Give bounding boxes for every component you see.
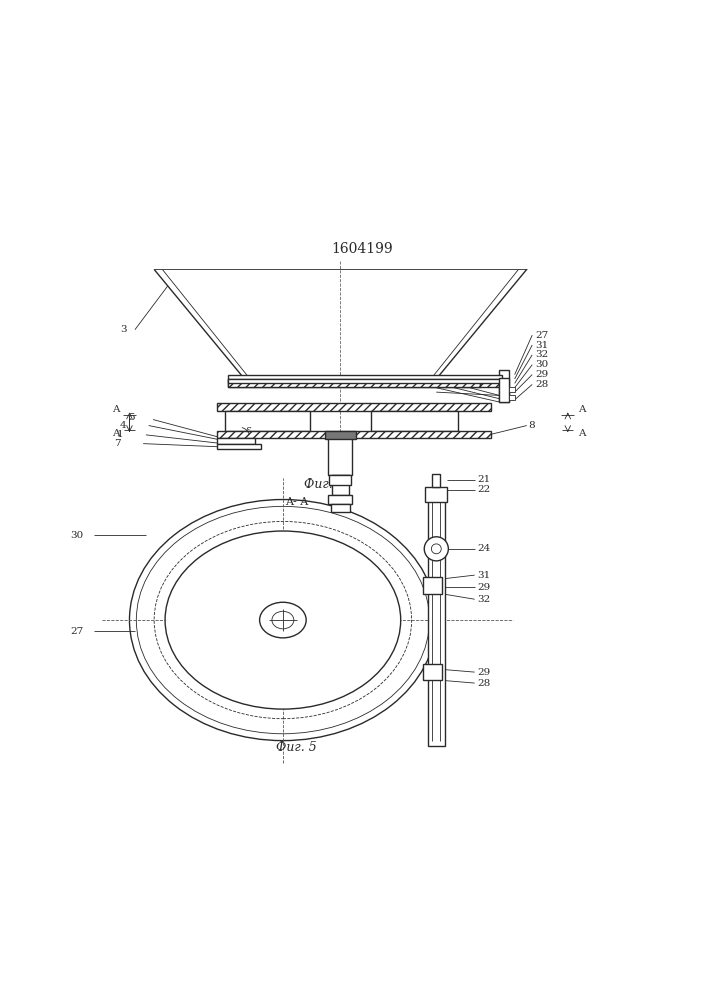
Text: 28: 28 (477, 679, 490, 688)
Bar (428, 494, 445, 746)
Text: 5: 5 (128, 413, 134, 422)
Bar (499, 370, 509, 402)
Ellipse shape (129, 500, 436, 741)
Bar (228, 375, 502, 379)
Bar (370, 411, 458, 431)
Bar (423, 577, 442, 594)
Bar (228, 379, 480, 387)
Text: Фиг. 5: Фиг. 5 (276, 741, 317, 754)
Bar (328, 438, 353, 475)
Text: A: A (578, 429, 585, 438)
Text: 28: 28 (535, 380, 548, 389)
Bar (228, 379, 502, 383)
Bar (228, 379, 480, 387)
Bar (480, 379, 499, 387)
Text: Фиг. 4: Фиг. 4 (303, 478, 344, 491)
Bar (226, 411, 310, 431)
Text: 27: 27 (535, 331, 548, 340)
Bar (423, 664, 442, 680)
Text: 8: 8 (528, 421, 535, 430)
Text: 21: 21 (477, 475, 490, 484)
Text: 29: 29 (477, 583, 490, 592)
Ellipse shape (272, 611, 294, 629)
Bar (499, 378, 509, 402)
Text: A- A: A- A (285, 497, 308, 507)
Bar (217, 403, 491, 411)
Bar (509, 387, 515, 392)
Text: 7: 7 (114, 439, 121, 448)
Text: 29: 29 (477, 668, 490, 677)
Bar (426, 487, 448, 502)
Bar (329, 475, 351, 485)
Bar (217, 438, 255, 444)
Text: 31: 31 (477, 571, 490, 580)
Text: 22: 22 (477, 485, 490, 494)
Text: 30: 30 (70, 531, 83, 540)
Text: 27: 27 (70, 627, 83, 636)
Ellipse shape (136, 506, 429, 734)
Text: A: A (578, 405, 585, 414)
Text: 1: 1 (117, 430, 124, 439)
Text: 32: 32 (535, 350, 548, 359)
Text: 24: 24 (477, 544, 490, 553)
Bar (217, 431, 491, 438)
Circle shape (424, 537, 448, 561)
Bar (509, 395, 515, 400)
Text: ε: ε (245, 425, 251, 434)
Text: A: A (112, 405, 119, 414)
Bar (328, 495, 353, 504)
Text: 4: 4 (120, 421, 127, 430)
Bar (331, 504, 350, 512)
Text: 1604199: 1604199 (332, 242, 393, 256)
Text: A: A (112, 429, 119, 438)
Text: 29: 29 (535, 370, 548, 379)
Bar (332, 475, 349, 495)
Text: 30: 30 (535, 360, 548, 369)
Bar (325, 431, 356, 439)
Text: 3: 3 (120, 325, 127, 334)
Ellipse shape (165, 531, 401, 709)
Text: 32: 32 (477, 595, 490, 604)
Bar (217, 444, 261, 449)
Text: 31: 31 (535, 341, 548, 350)
Bar (433, 474, 440, 487)
Ellipse shape (259, 602, 306, 638)
